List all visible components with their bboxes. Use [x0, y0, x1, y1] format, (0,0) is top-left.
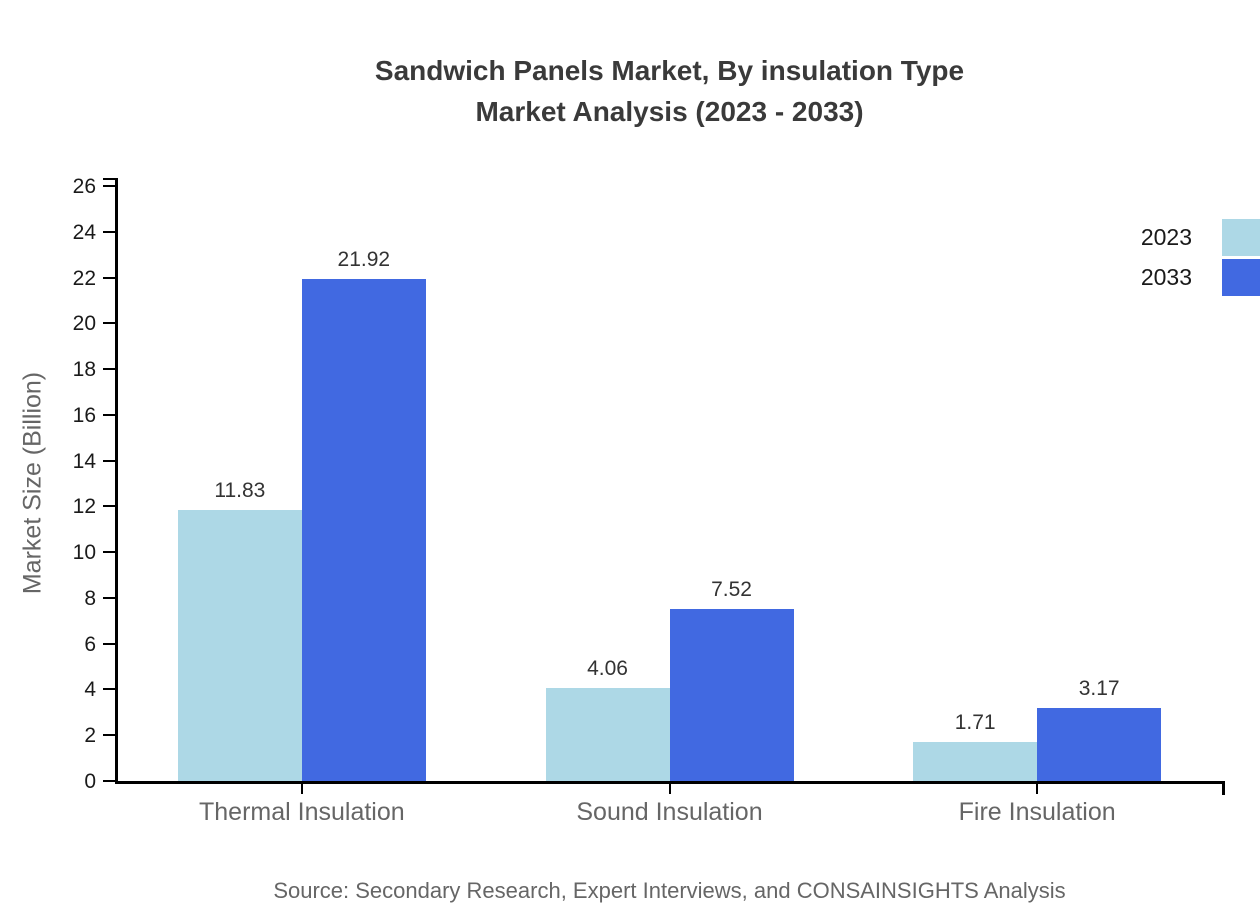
y-axis-tick: [103, 413, 115, 416]
bar-2033-thermal-insulation: [301, 279, 426, 781]
chart-title-block: Sandwich Panels Market, By insulation Ty…: [118, 50, 1221, 132]
y-axis-tick-label: 24: [72, 220, 96, 244]
y-axis-tick: [103, 276, 115, 279]
x-axis-end-tick: [1222, 784, 1225, 795]
category-tick: [300, 784, 303, 794]
bar-value-label: 21.92: [337, 248, 391, 272]
y-axis-tick: [103, 596, 115, 599]
bar-2033-fire-insulation: [1037, 708, 1162, 781]
category-label-fire-insulation: Fire Insulation: [958, 798, 1116, 826]
y-axis-tick: [103, 230, 115, 233]
legend-label-2033: 2033: [1140, 264, 1192, 290]
y-axis-tick-label: 12: [72, 495, 96, 519]
bar-2023-thermal-insulation: [177, 510, 302, 781]
bar-value-label: 7.52: [711, 577, 752, 601]
bar-value-label: 11.83: [214, 479, 266, 503]
y-axis-tick-label: 16: [72, 403, 96, 427]
y-axis-end-tick: [103, 178, 115, 180]
y-axis-tick: [103, 368, 115, 371]
bar-value-label: 4.06: [587, 657, 628, 681]
y-axis-tick: [103, 734, 115, 737]
bar-2033-sound-insulation: [669, 608, 794, 781]
y-axis-tick: [103, 688, 115, 691]
category-tick: [668, 784, 671, 794]
y-axis-tick-label: 0: [84, 770, 96, 793]
y-axis-tick-label: 10: [72, 541, 96, 565]
y-axis-tick-label: 22: [72, 266, 96, 290]
chart-subtitle: Market Analysis (2023 - 2033): [475, 96, 864, 127]
category-label-thermal-insulation: Thermal Insulation: [199, 798, 405, 826]
y-axis-tick-label: 26: [72, 175, 96, 198]
bar-2023-fire-insulation: [913, 741, 1038, 781]
category-tick: [1036, 784, 1039, 794]
y-axis-tick-label: 14: [72, 449, 96, 473]
category-label-sound-insulation: Sound Insulation: [576, 798, 763, 826]
legend: 2023 2033: [1141, 219, 1260, 299]
legend-swatch-2023: [1222, 219, 1260, 256]
y-axis-tick-label: 18: [72, 358, 96, 382]
legend-label-2023: 2023: [1140, 224, 1192, 250]
y-axis-tick-label: 20: [72, 312, 96, 336]
bar-value-label: 3.17: [1078, 677, 1120, 701]
y-axis-tick: [103, 322, 115, 325]
y-axis-tick: [103, 505, 115, 508]
y-axis-tick-label: 4: [84, 678, 96, 702]
plot-area: 0 2 4 6 8 10 12 14 16 18 20 22 24 26 Thermal Insulatio…: [73, 176, 1225, 826]
y-axis-tick: [103, 642, 115, 645]
legend-swatch-2033: [1222, 259, 1260, 296]
legend-item-2033: 2033: [1141, 259, 1260, 296]
y-axis-tick: [103, 459, 115, 462]
bar-2023-sound-insulation: [545, 688, 670, 781]
bar-value-label: 1.71: [954, 710, 996, 734]
source-note: Source: Secondary Research, Expert Inter…: [273, 878, 1066, 903]
y-axis-tick: [103, 185, 115, 187]
chart-title: Sandwich Panels Market, By insulation Ty…: [374, 55, 965, 86]
y-axis-tick-label: 2: [84, 724, 96, 748]
x-axis-line: [115, 781, 1225, 784]
y-axis-tick-label: 6: [84, 632, 96, 656]
y-axis-tick: [103, 551, 115, 554]
y-axis-tick-label: 8: [84, 586, 96, 610]
legend-item-2023: 2023: [1141, 219, 1260, 256]
y-axis-line: [115, 178, 118, 784]
y-axis-tick: [103, 780, 115, 782]
